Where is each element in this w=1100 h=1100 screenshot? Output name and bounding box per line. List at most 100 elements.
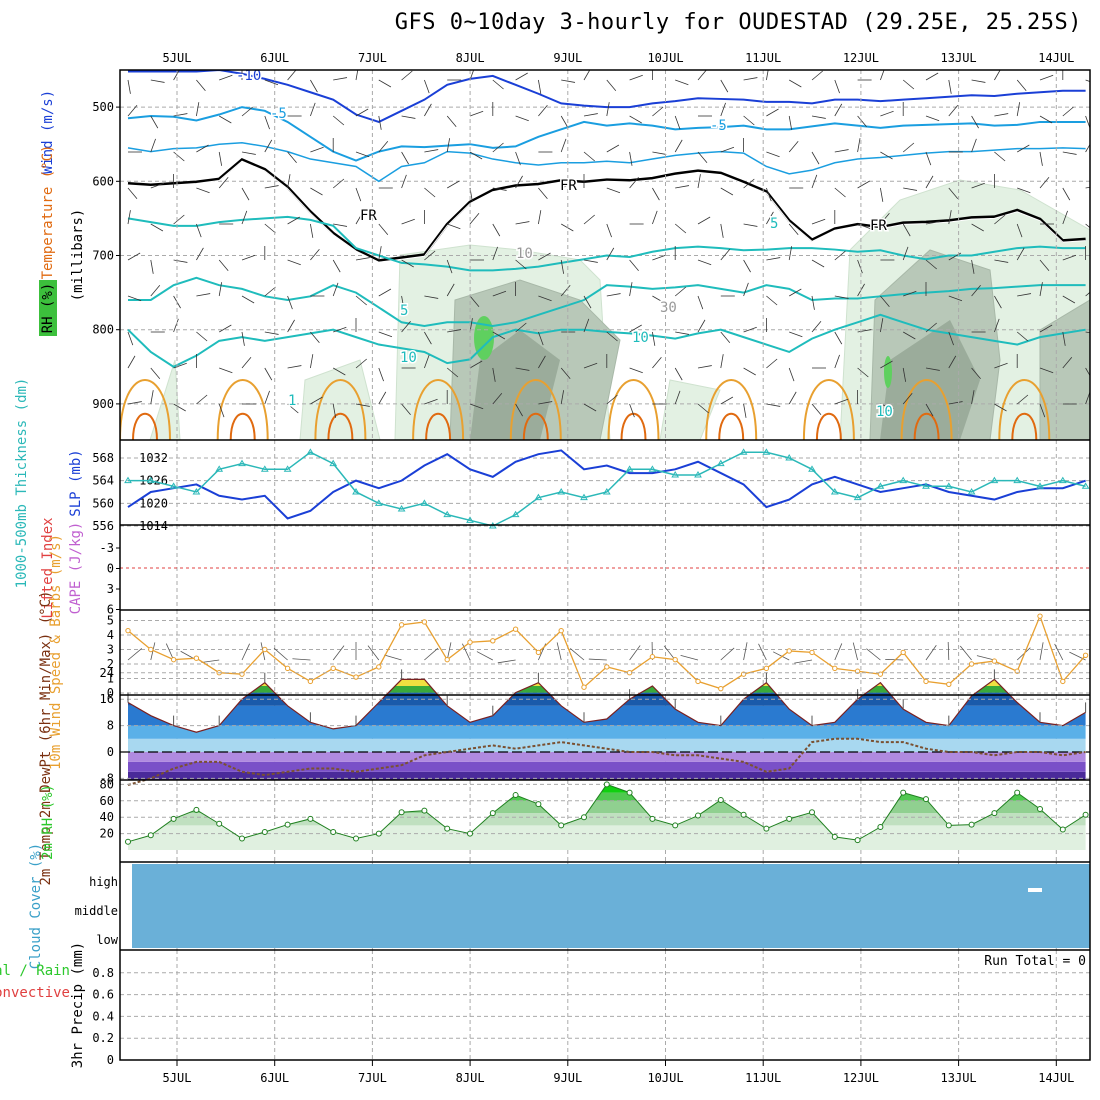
rh-marker xyxy=(512,792,519,799)
rh-marker xyxy=(581,814,587,821)
wind-barb xyxy=(264,223,276,234)
wind-barb xyxy=(424,79,430,94)
thickness-marker xyxy=(192,488,201,495)
wind-barb xyxy=(583,403,597,412)
wind-barb xyxy=(355,257,370,261)
temp-band xyxy=(128,725,1086,739)
wind-barb xyxy=(766,211,774,225)
rh-ytick: 60 xyxy=(100,794,114,808)
wind-barb xyxy=(902,142,915,153)
thickness-marker xyxy=(511,510,520,518)
wind-barb xyxy=(476,651,493,661)
wind-barb xyxy=(150,115,159,129)
wind-barb xyxy=(127,648,143,661)
wind-barb xyxy=(538,187,548,199)
wind-barb xyxy=(264,185,279,189)
wind-barb xyxy=(241,295,255,304)
thickness-marker xyxy=(830,488,839,495)
wind-barb xyxy=(834,331,843,345)
wind-barb xyxy=(857,329,872,333)
wind-barb xyxy=(310,146,324,153)
wind-barb xyxy=(674,223,687,234)
wind-barb xyxy=(925,115,940,122)
wind-barb xyxy=(150,79,165,83)
wind-barb xyxy=(697,216,711,225)
wind-barb xyxy=(743,115,755,126)
wind-barb xyxy=(789,288,802,297)
wind-barb xyxy=(1039,177,1050,189)
thickness-marker xyxy=(1036,482,1044,489)
wind-barb xyxy=(150,259,154,274)
wind-barb xyxy=(743,326,757,333)
wind-barb xyxy=(720,187,734,196)
thickness-marker xyxy=(716,459,725,467)
wind-barb xyxy=(834,398,849,405)
wind-barb xyxy=(333,367,346,376)
wind-barb xyxy=(355,211,364,225)
wind-barb xyxy=(994,151,1006,162)
wind-barb xyxy=(1016,223,1023,238)
rh-marker xyxy=(558,822,565,829)
wind-barb xyxy=(1016,102,1021,117)
wind-barb xyxy=(310,102,316,117)
date-label-bottom: 10JUL xyxy=(647,1071,683,1085)
wind-speed-marker xyxy=(307,678,314,685)
date-label-bottom: 14JUL xyxy=(1038,1071,1074,1085)
rh-marker xyxy=(854,837,861,844)
upper-air-ylabel-mb: (millibars) xyxy=(70,209,86,302)
wind-barb xyxy=(332,115,345,126)
wind-barb xyxy=(332,178,345,189)
thickness-marker xyxy=(1013,476,1022,484)
date-label-bottom: 11JUL xyxy=(745,1071,781,1085)
wind-barb xyxy=(902,223,911,237)
wind-barb xyxy=(743,282,749,297)
wind-barb xyxy=(378,367,384,382)
wind-barb xyxy=(606,223,612,238)
precip-ylabel: 3hr Precip (mm) xyxy=(70,942,86,1068)
wind-barb xyxy=(834,149,849,153)
wind-barb xyxy=(1085,223,1090,229)
wind-barb xyxy=(1039,282,1043,297)
wind-barb xyxy=(310,223,314,238)
wind-barb xyxy=(720,331,731,343)
wind-barb xyxy=(720,102,726,117)
rh-marker xyxy=(353,835,359,842)
upper-air-ytick: 700 xyxy=(92,249,114,263)
wind-barb xyxy=(469,360,483,369)
wind-barb xyxy=(241,210,248,225)
contour-label: 10 xyxy=(876,404,893,420)
wind-barb xyxy=(652,187,660,201)
wind-barb xyxy=(1085,79,1090,83)
rh-band xyxy=(128,792,1086,801)
wind-barb xyxy=(971,115,979,129)
date-label-top: 13JUL xyxy=(941,51,977,65)
temp-ylabel: 2m Temp 2m DewPt (6hr Min/Max) (°C) xyxy=(38,590,54,885)
slp-ytick: 1032 xyxy=(139,451,168,465)
wind-barb xyxy=(834,250,846,261)
date-label-top: 12JUL xyxy=(843,51,879,65)
wind-barb xyxy=(629,324,642,333)
wind-speed-marker xyxy=(1037,613,1043,619)
rh-marker xyxy=(763,825,770,832)
wind-barb xyxy=(355,403,370,407)
chart-frame xyxy=(119,69,1091,1061)
rh-marker xyxy=(991,810,998,817)
rh-marker xyxy=(1059,826,1066,833)
rh-marker xyxy=(330,828,337,835)
wind-barb xyxy=(332,282,339,297)
wind-barb xyxy=(880,187,884,202)
thickness-marker xyxy=(534,493,543,501)
wind-barb xyxy=(560,115,569,129)
wind-barb xyxy=(264,367,273,381)
wind-barb xyxy=(583,214,595,225)
wind-speed-marker xyxy=(832,665,838,672)
wind-barb xyxy=(1062,151,1077,155)
wind-barb xyxy=(264,139,273,153)
wind-barb xyxy=(287,319,295,333)
wind-barb xyxy=(264,331,279,335)
wind-barb xyxy=(948,401,963,405)
wind-barb xyxy=(515,115,529,122)
precip-legend-convective: Convective xyxy=(0,985,70,1001)
wind-barb xyxy=(196,144,209,153)
wind-barb xyxy=(173,403,186,412)
